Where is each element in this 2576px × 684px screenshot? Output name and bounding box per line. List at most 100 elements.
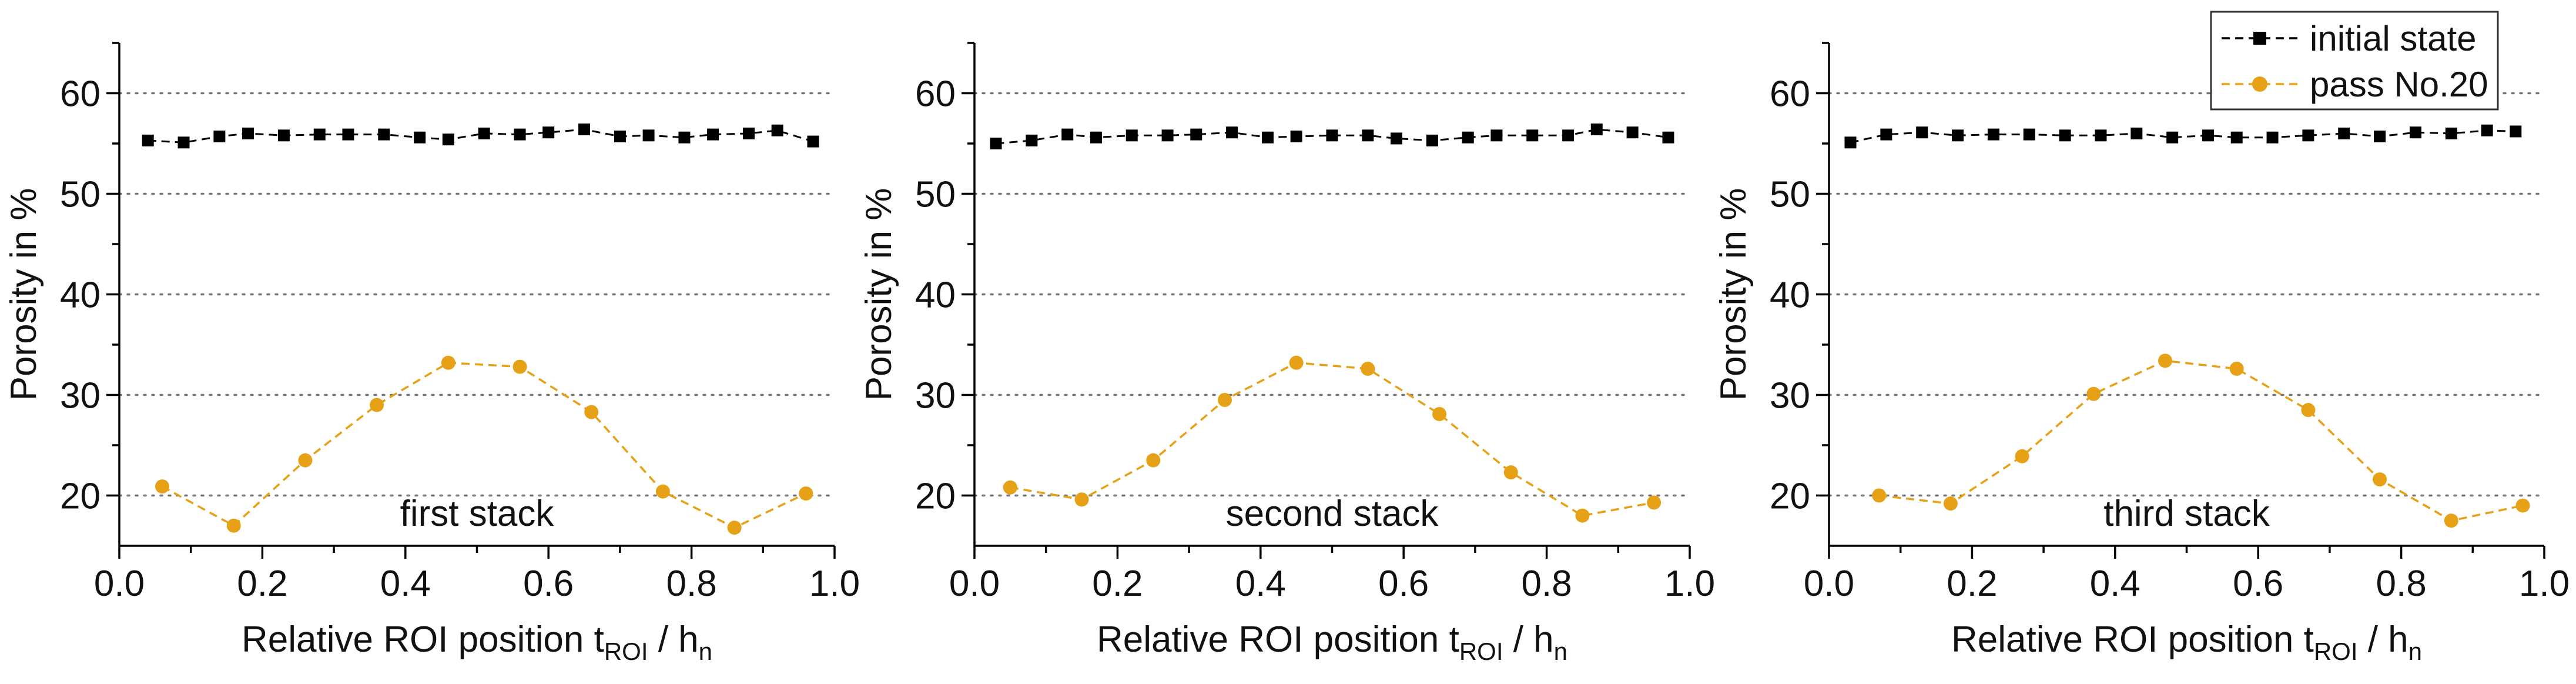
data-point-initial-state — [707, 128, 719, 141]
x-axis-label-sub: ROI — [1459, 638, 1503, 665]
data-point-initial-state — [1362, 129, 1374, 142]
x-axis-label-suffix-sub: n — [1554, 638, 1567, 665]
y-tick-label: 30 — [60, 376, 101, 416]
panel-title: first stack — [400, 493, 555, 534]
data-point-initial-state — [2409, 126, 2421, 139]
legend-label: initial state — [2310, 19, 2476, 58]
data-point-pass-20 — [2301, 403, 2316, 418]
y-tick-label: 60 — [60, 74, 101, 115]
data-point-initial-state — [177, 136, 190, 149]
data-point-initial-state — [2302, 129, 2314, 142]
x-tick-label: 1.0 — [2519, 563, 2570, 604]
data-point-initial-state — [1090, 131, 1102, 144]
data-point-initial-state — [2166, 131, 2179, 144]
x-tick-label: 1.0 — [809, 563, 860, 604]
data-point-initial-state — [342, 128, 354, 141]
data-point-pass-20 — [1289, 355, 1304, 370]
data-point-initial-state — [442, 134, 454, 146]
data-point-pass-20 — [584, 405, 599, 419]
x-tick-label: 0.4 — [1235, 563, 1286, 604]
data-point-initial-state — [277, 129, 290, 142]
data-point-initial-state — [242, 127, 254, 139]
data-point-pass-20 — [441, 355, 455, 370]
x-tick-label: 0.6 — [523, 563, 574, 604]
data-point-pass-20 — [2229, 362, 2244, 376]
data-point-initial-state — [1526, 129, 1539, 142]
data-point-pass-20 — [370, 398, 384, 412]
data-point-initial-state — [578, 124, 591, 136]
data-point-pass-20 — [655, 484, 670, 499]
data-point-pass-20 — [512, 359, 527, 374]
x-tick-label: 0.2 — [1092, 563, 1143, 604]
y-tick-label: 40 — [60, 275, 101, 316]
x-tick-label: 0.4 — [380, 563, 431, 604]
x-tick-label: 0.2 — [1947, 563, 1997, 604]
data-point-pass-20 — [226, 518, 241, 533]
data-point-pass-20 — [298, 453, 313, 468]
data-point-initial-state — [1987, 128, 1999, 141]
y-tick-label: 30 — [1770, 376, 1810, 416]
data-point-pass-20 — [799, 486, 813, 501]
data-point-initial-state — [313, 128, 326, 141]
data-point-pass-20 — [2158, 353, 2172, 368]
x-tick-label: 1.0 — [1664, 563, 1715, 604]
data-point-initial-state — [2202, 129, 2215, 142]
data-point-pass-20 — [2086, 386, 2101, 401]
panels: 20 30 40 50 60 0.0 0.2 0.4 0.6 0.8 1.0 Relative ROI… — [4, 42, 2570, 665]
data-point-initial-state — [1426, 134, 1438, 146]
data-point-initial-state — [2266, 131, 2279, 144]
data-point-initial-state — [1190, 128, 1202, 141]
x-axis-label: Relative ROI position tROI / hn — [1951, 619, 2422, 665]
y-axis-label: Porosity in % — [1713, 188, 1754, 401]
data-point-initial-state — [1261, 131, 1274, 144]
data-point-initial-state — [142, 134, 154, 146]
data-point-initial-state — [2059, 129, 2071, 142]
y-tick-label: 40 — [915, 275, 956, 316]
data-point-pass-20 — [1432, 406, 1447, 421]
x-tick-label: 0.0 — [94, 563, 145, 604]
data-point-initial-state — [1026, 134, 1038, 146]
data-point-initial-state — [1590, 124, 1603, 136]
data-point-initial-state — [2338, 127, 2350, 139]
data-point-pass-20 — [2515, 498, 2530, 513]
data-point-initial-state — [614, 131, 626, 143]
data-point-initial-state — [2374, 131, 2386, 143]
data-point-initial-state — [990, 138, 1002, 149]
series-line-initial-state — [148, 128, 813, 144]
x-tick-label: 0.0 — [1804, 563, 1854, 604]
data-point-pass-20 — [1003, 480, 1017, 495]
data-point-initial-state — [1462, 131, 1474, 144]
x-axis-label-suffix: / h — [648, 619, 698, 660]
data-point-initial-state — [542, 126, 555, 139]
y-axis-label: Porosity in % — [4, 188, 44, 401]
y-tick-label: 50 — [1770, 175, 1810, 215]
data-point-initial-state — [742, 127, 755, 139]
x-axis-label-sub: ROI — [2314, 638, 2358, 665]
data-point-initial-state — [1662, 131, 1674, 144]
series-line-initial-state — [1850, 129, 2516, 144]
series-line-initial-state — [996, 128, 1669, 145]
data-point-initial-state — [2095, 129, 2107, 142]
data-point-initial-state — [514, 128, 526, 141]
data-point-initial-state — [807, 135, 819, 148]
data-point-initial-state — [771, 124, 783, 136]
x-axis-label-main: Relative ROI position t — [1951, 619, 2314, 660]
x-tick-label: 0.4 — [2090, 563, 2140, 604]
x-axis-label-main: Relative ROI position t — [242, 619, 604, 660]
x-tick-label: 0.6 — [2233, 563, 2283, 604]
y-tick-label: 20 — [60, 476, 101, 517]
panel-title: third stack — [2103, 493, 2270, 534]
data-point-initial-state — [378, 128, 390, 141]
data-point-pass-20 — [1361, 362, 1375, 376]
panel-title: second stack — [1226, 493, 1439, 534]
data-point-initial-state — [1290, 131, 1302, 143]
data-point-initial-state — [2230, 131, 2243, 144]
x-tick-label: 0.8 — [2376, 563, 2426, 604]
data-point-initial-state — [2131, 127, 2143, 139]
panel-1: 20 30 40 50 60 0.0 0.2 0.4 0.6 0.8 1.0 Relative ROI… — [4, 42, 860, 665]
series-line-pass-20 — [162, 362, 807, 529]
panel-3: 20 30 40 50 60 0.0 0.2 0.4 0.6 0.8 1.0 Relative ROI… — [1713, 42, 2570, 665]
y-tick-label: 60 — [915, 74, 956, 115]
